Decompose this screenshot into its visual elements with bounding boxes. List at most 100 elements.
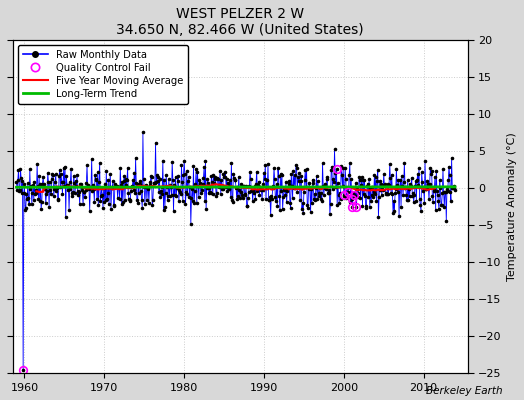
Point bbox=[155, 189, 163, 195]
Point bbox=[243, 202, 252, 209]
Point bbox=[249, 186, 257, 193]
Point bbox=[251, 196, 259, 203]
Point bbox=[256, 184, 264, 190]
Point bbox=[352, 203, 361, 210]
Point bbox=[447, 198, 455, 205]
Point bbox=[137, 188, 145, 194]
Point bbox=[298, 200, 307, 206]
Point bbox=[409, 190, 417, 196]
Point bbox=[422, 186, 431, 192]
Point bbox=[206, 190, 215, 196]
Point bbox=[115, 195, 124, 202]
Point bbox=[365, 176, 373, 182]
Point bbox=[145, 182, 154, 188]
Legend: Raw Monthly Data, Quality Control Fail, Five Year Moving Average, Long-Term Tren: Raw Monthly Data, Quality Control Fail, … bbox=[17, 45, 188, 104]
Point bbox=[162, 184, 171, 190]
Point bbox=[386, 161, 394, 167]
Point bbox=[287, 204, 295, 211]
Point bbox=[337, 162, 345, 169]
Point bbox=[414, 182, 422, 188]
Point bbox=[391, 190, 399, 196]
Point bbox=[27, 183, 35, 189]
Point bbox=[40, 181, 48, 187]
Point bbox=[270, 176, 279, 182]
Point bbox=[255, 192, 264, 198]
Point bbox=[339, 183, 347, 189]
Point bbox=[411, 178, 420, 184]
Point bbox=[308, 200, 316, 206]
Point bbox=[203, 176, 212, 182]
Point bbox=[204, 179, 212, 186]
Point bbox=[278, 172, 286, 178]
Point bbox=[418, 179, 427, 186]
Point bbox=[149, 180, 158, 186]
Point bbox=[127, 183, 136, 189]
Point bbox=[398, 173, 406, 179]
Point bbox=[310, 190, 319, 197]
Point bbox=[71, 178, 80, 184]
Point bbox=[172, 193, 180, 199]
Point bbox=[179, 198, 187, 204]
Point bbox=[288, 182, 296, 189]
Point bbox=[404, 197, 412, 203]
Point bbox=[267, 212, 275, 218]
Point bbox=[117, 201, 126, 208]
Point bbox=[308, 176, 316, 183]
Point bbox=[416, 202, 424, 208]
Point bbox=[361, 192, 369, 199]
Point bbox=[236, 195, 244, 201]
Point bbox=[13, 186, 21, 193]
Point bbox=[344, 188, 353, 195]
Point bbox=[231, 177, 239, 184]
Point bbox=[210, 179, 219, 186]
Point bbox=[26, 186, 35, 193]
Point bbox=[359, 191, 368, 198]
Point bbox=[353, 186, 362, 192]
Point bbox=[289, 168, 298, 174]
Point bbox=[75, 188, 83, 195]
Point bbox=[451, 186, 459, 193]
Point bbox=[375, 194, 383, 200]
Point bbox=[406, 192, 414, 199]
Point bbox=[265, 196, 273, 203]
Point bbox=[184, 174, 193, 180]
Point bbox=[24, 194, 32, 201]
Point bbox=[109, 177, 117, 184]
Point bbox=[190, 200, 198, 206]
Point bbox=[388, 172, 396, 178]
Point bbox=[78, 187, 86, 193]
Point bbox=[93, 169, 102, 175]
Point bbox=[438, 201, 446, 208]
Point bbox=[309, 180, 318, 186]
Point bbox=[104, 177, 113, 183]
Point bbox=[214, 184, 223, 190]
Point bbox=[260, 170, 268, 176]
Point bbox=[403, 177, 412, 183]
Point bbox=[362, 203, 370, 209]
Point bbox=[333, 202, 341, 208]
Point bbox=[255, 178, 263, 185]
Point bbox=[407, 183, 415, 189]
Point bbox=[357, 174, 366, 180]
Point bbox=[396, 177, 405, 184]
Point bbox=[216, 168, 224, 175]
Point bbox=[95, 179, 103, 185]
Point bbox=[186, 184, 194, 190]
Point bbox=[383, 190, 391, 197]
Point bbox=[110, 202, 118, 209]
Point bbox=[117, 181, 125, 188]
Point bbox=[311, 197, 320, 203]
Point bbox=[127, 188, 135, 194]
Point bbox=[327, 167, 335, 173]
Point bbox=[233, 196, 241, 202]
Point bbox=[268, 185, 277, 192]
Point bbox=[97, 192, 105, 199]
Point bbox=[357, 182, 365, 188]
Point bbox=[67, 166, 75, 172]
Point bbox=[14, 177, 22, 183]
Point bbox=[19, 366, 27, 373]
Point bbox=[384, 190, 392, 197]
Point bbox=[240, 183, 248, 189]
Point bbox=[42, 191, 51, 198]
Point bbox=[107, 206, 115, 212]
